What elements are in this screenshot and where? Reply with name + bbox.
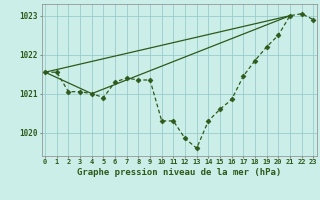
X-axis label: Graphe pression niveau de la mer (hPa): Graphe pression niveau de la mer (hPa): [77, 168, 281, 177]
